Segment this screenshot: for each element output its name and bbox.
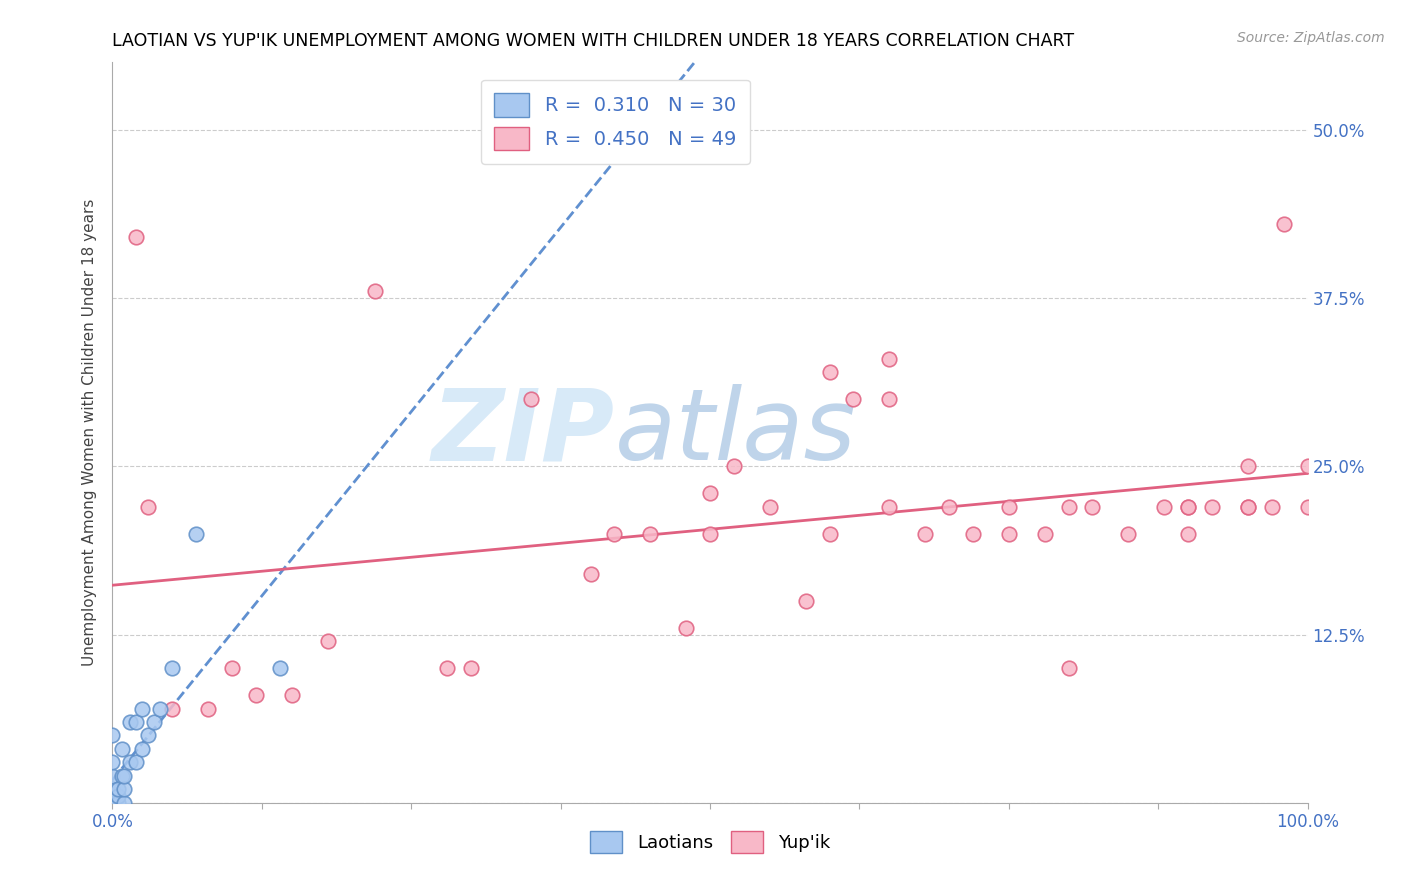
Point bbox=[114, 796, 135, 810]
Point bbox=[1237, 459, 1260, 474]
Point bbox=[131, 701, 153, 715]
Point bbox=[675, 621, 697, 635]
Point bbox=[640, 526, 662, 541]
Point bbox=[914, 526, 936, 541]
Point bbox=[1033, 526, 1056, 541]
Point bbox=[818, 365, 841, 379]
Point bbox=[120, 756, 142, 770]
Point bbox=[138, 500, 160, 514]
Point bbox=[879, 351, 901, 366]
Point bbox=[794, 594, 817, 608]
Point bbox=[436, 661, 458, 675]
Legend: Laotians, Yup'ik: Laotians, Yup'ik bbox=[582, 824, 838, 861]
Point bbox=[1177, 500, 1199, 514]
Point bbox=[1153, 500, 1175, 514]
Point bbox=[520, 392, 543, 406]
Point bbox=[101, 796, 124, 810]
Point bbox=[842, 392, 865, 406]
Point bbox=[186, 526, 208, 541]
Point bbox=[1118, 526, 1140, 541]
Point bbox=[699, 526, 721, 541]
Point bbox=[149, 701, 172, 715]
Point bbox=[818, 526, 841, 541]
Point bbox=[269, 661, 291, 675]
Point bbox=[962, 526, 984, 541]
Point bbox=[101, 756, 124, 770]
Point bbox=[364, 285, 387, 299]
Point bbox=[316, 634, 339, 648]
Point bbox=[114, 769, 135, 783]
Point bbox=[162, 701, 183, 715]
Point bbox=[1237, 500, 1260, 514]
Point bbox=[1272, 217, 1295, 231]
Point bbox=[281, 688, 304, 702]
Point bbox=[111, 769, 134, 783]
Text: ZIP: ZIP bbox=[432, 384, 614, 481]
Point bbox=[879, 392, 901, 406]
Point bbox=[245, 688, 267, 702]
Point bbox=[1057, 661, 1080, 675]
Point bbox=[101, 789, 124, 803]
Point bbox=[1261, 500, 1284, 514]
Point bbox=[998, 500, 1021, 514]
Point bbox=[125, 714, 148, 729]
Point bbox=[1296, 500, 1319, 514]
Point bbox=[1201, 500, 1223, 514]
Point bbox=[221, 661, 243, 675]
Point bbox=[1177, 526, 1199, 541]
Point bbox=[1296, 459, 1319, 474]
Point bbox=[125, 230, 148, 244]
Point bbox=[460, 661, 482, 675]
Point bbox=[101, 782, 124, 797]
Point bbox=[101, 796, 124, 810]
Point bbox=[1177, 500, 1199, 514]
Point bbox=[114, 782, 135, 797]
Point bbox=[162, 661, 183, 675]
Point bbox=[1057, 500, 1080, 514]
Point bbox=[938, 500, 960, 514]
Point bbox=[107, 796, 129, 810]
Point bbox=[101, 729, 124, 743]
Point bbox=[699, 486, 721, 500]
Point bbox=[998, 526, 1021, 541]
Point bbox=[603, 526, 626, 541]
Point bbox=[111, 742, 134, 756]
Point bbox=[120, 714, 142, 729]
Point bbox=[125, 756, 148, 770]
Point bbox=[723, 459, 745, 474]
Point bbox=[579, 566, 602, 581]
Text: Source: ZipAtlas.com: Source: ZipAtlas.com bbox=[1237, 31, 1385, 45]
Point bbox=[1237, 500, 1260, 514]
Text: LAOTIAN VS YUP'IK UNEMPLOYMENT AMONG WOMEN WITH CHILDREN UNDER 18 YEARS CORRELAT: LAOTIAN VS YUP'IK UNEMPLOYMENT AMONG WOM… bbox=[112, 32, 1074, 50]
Point bbox=[101, 769, 124, 783]
Point bbox=[759, 500, 782, 514]
Point bbox=[197, 701, 219, 715]
Point bbox=[879, 500, 901, 514]
Y-axis label: Unemployment Among Women with Children Under 18 years: Unemployment Among Women with Children U… bbox=[82, 199, 97, 666]
Point bbox=[101, 796, 124, 810]
Point bbox=[101, 789, 124, 803]
Point bbox=[143, 714, 166, 729]
Text: atlas: atlas bbox=[614, 384, 856, 481]
Point bbox=[107, 782, 129, 797]
Point bbox=[107, 789, 129, 803]
Point bbox=[101, 782, 124, 797]
Point bbox=[138, 729, 160, 743]
Point bbox=[1081, 500, 1104, 514]
Point bbox=[131, 742, 153, 756]
